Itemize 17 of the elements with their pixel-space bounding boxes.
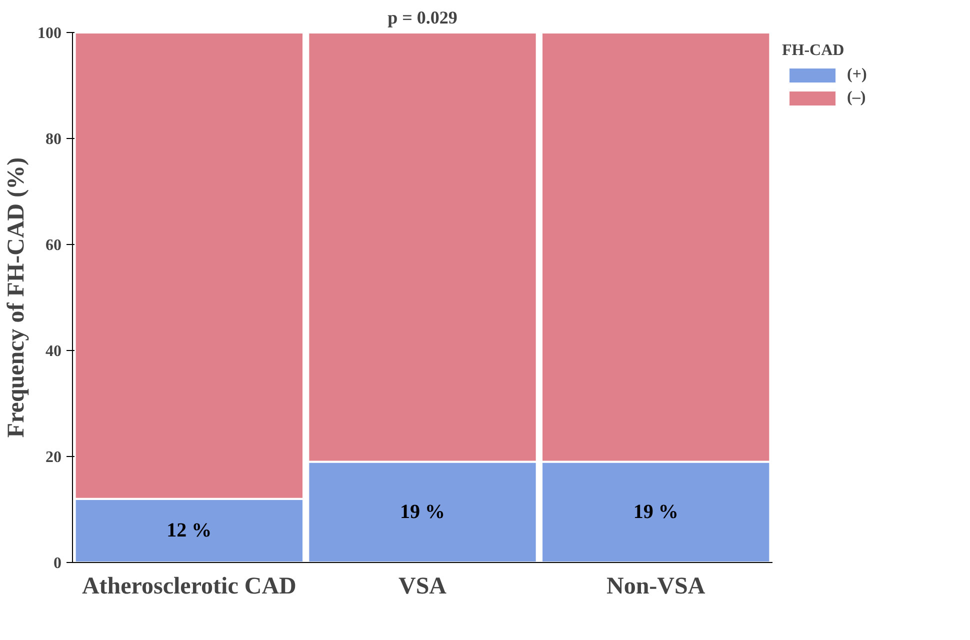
y-axis-title: Frequency of FH-CAD (%) <box>4 157 30 438</box>
y-tick-label: 20 <box>46 449 62 466</box>
y-tick-label: 80 <box>46 131 62 148</box>
legend-label: (+) <box>847 66 867 84</box>
y-tick-label: 100 <box>38 25 62 42</box>
legend-title: FH-CAD <box>782 42 846 60</box>
x-tick-label: Atherosclerotic CAD <box>82 574 296 600</box>
y-tick-label: 40 <box>46 343 62 360</box>
data-label: 19 % <box>633 501 678 524</box>
data-label: 19 % <box>400 501 445 524</box>
y-tick-label: 0 <box>54 555 62 572</box>
legend-label: (–) <box>847 89 867 107</box>
data-label: 12 % <box>166 520 212 542</box>
x-tick-label: Non-VSA <box>606 574 706 600</box>
x-tick-label: VSA <box>398 574 448 600</box>
y-tick-label: 60 <box>46 237 62 254</box>
chart-title: p = 0.029 <box>388 8 458 28</box>
